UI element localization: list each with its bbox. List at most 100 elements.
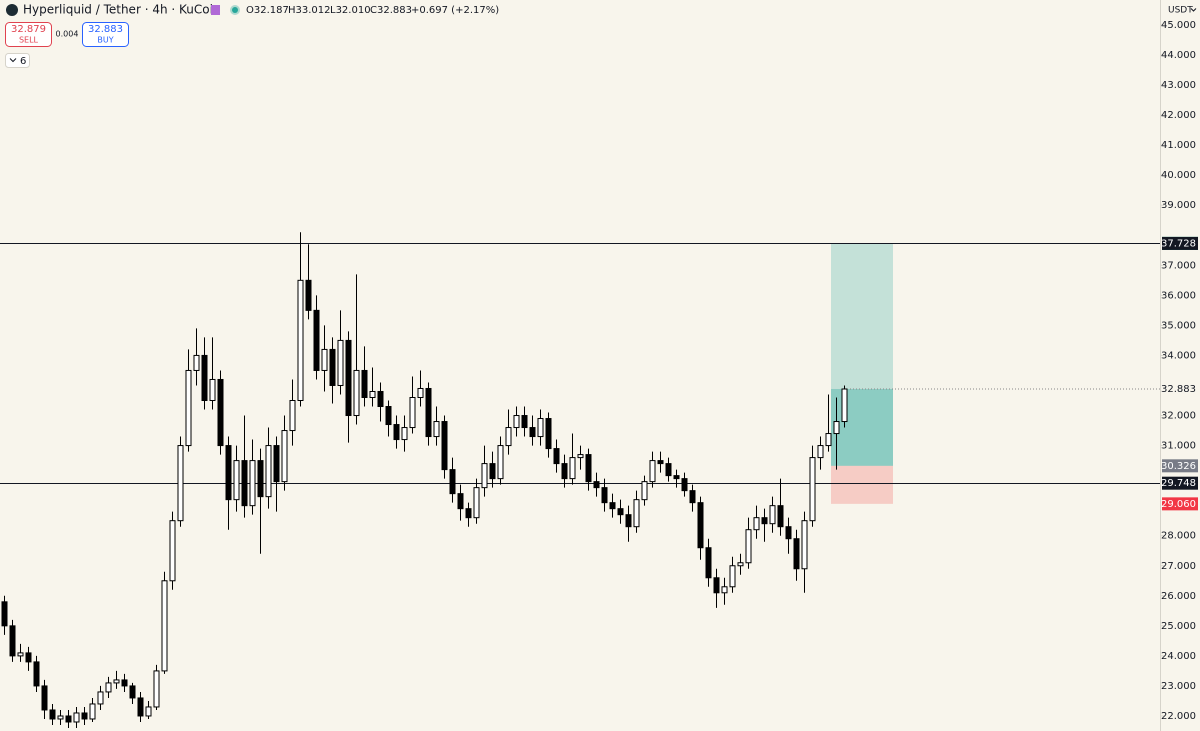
price-axis: 45.000 44.000 43.000 42.000 41.000 40.000 39.0…: [1160, 20, 1198, 722]
candle-body: [233, 460, 240, 501]
y-tick-label: 31.000: [1161, 441, 1196, 452]
candle-body: [129, 685, 136, 699]
profit-zone: [831, 243, 893, 466]
line-label: 37.728: [1161, 238, 1196, 249]
candle-body: [297, 279, 304, 402]
candle-body: [545, 418, 552, 450]
y-tick-label: 39.000: [1161, 200, 1196, 211]
candle-body: [329, 348, 336, 386]
y-tick-label: 24.000: [1161, 651, 1196, 662]
y-tick-label: 22.000: [1161, 711, 1196, 722]
candle-body: [17, 652, 24, 657]
candle-body: [657, 460, 664, 465]
candle-body: [649, 460, 656, 483]
candle-body: [73, 712, 80, 723]
candle-body: [49, 709, 56, 720]
candle-body: [737, 562, 744, 567]
candle-body: [97, 691, 104, 705]
candle-body: [161, 580, 168, 672]
y-tick-label: 42.000: [1161, 110, 1196, 121]
candle-body: [281, 430, 288, 483]
candle-body: [449, 469, 456, 495]
plot-area: [0, 232, 1160, 728]
ohlc-high: H33.012: [288, 5, 331, 16]
spread: 0.004: [56, 30, 79, 39]
candle-body: [409, 396, 416, 429]
open-profit-zone: [831, 388, 893, 466]
flag[interactable]: [211, 5, 220, 15]
candle-body: [809, 457, 816, 522]
candle-body: [465, 508, 472, 519]
candle-body: [417, 387, 424, 398]
candle-body: [777, 505, 784, 528]
chevron: [9, 58, 17, 63]
candle-body: [393, 424, 400, 441]
candle-body: [377, 390, 384, 408]
candle-body: [385, 406, 392, 426]
candle-body: [697, 502, 704, 549]
ohlc-change: +0.697 (+2.17%): [411, 5, 499, 16]
entry-label-bg: [1162, 459, 1198, 473]
sell-button[interactable]: [5, 22, 52, 47]
candle-body: [601, 487, 608, 504]
y-tick-label: 36.000: [1161, 290, 1196, 301]
candle-body: [561, 463, 568, 480]
y-tick-label: 44.000: [1161, 50, 1196, 61]
candle-body: [145, 706, 152, 717]
line-label: 29.748: [1161, 478, 1196, 489]
candle-body: [217, 378, 224, 447]
currency-chevron: [1190, 8, 1197, 12]
y-tick-label: 40.000: [1161, 170, 1196, 181]
candle-body: [113, 679, 120, 684]
candle-body: [153, 670, 160, 708]
status-dot: [232, 7, 238, 13]
buy-button[interactable]: [82, 22, 129, 47]
candle-body: [753, 517, 760, 531]
candle-body: [817, 445, 824, 459]
symbol-logo[interactable]: [6, 4, 18, 16]
stop-label: 29.060: [1161, 499, 1196, 510]
candle-body: [729, 565, 736, 588]
candle-body: [289, 400, 296, 432]
candle-body: [569, 457, 576, 480]
sell-price: 32.879: [11, 24, 46, 35]
candle-body: [201, 354, 208, 402]
candle-body: [265, 445, 272, 498]
candle-body: [489, 463, 496, 480]
candle-body: [9, 625, 16, 657]
currency[interactable]: USDT: [1168, 6, 1193, 16]
y-tick-label: 28.000: [1161, 531, 1196, 542]
candle-body: [193, 354, 200, 371]
y-tick-label: 35.000: [1161, 320, 1196, 331]
candle-body: [361, 369, 368, 398]
candle-body: [537, 418, 544, 438]
candle-body: [25, 652, 32, 663]
y-tick-label: 25.000: [1161, 621, 1196, 632]
candle-body: [681, 478, 688, 492]
candle-body: [481, 463, 488, 489]
candle-body: [705, 547, 712, 579]
candle-body: [473, 487, 480, 519]
y-tick-label: 34.000: [1161, 350, 1196, 361]
sell-label: SELL: [19, 36, 39, 45]
candle-body: [617, 508, 624, 516]
candle-body: [713, 577, 720, 594]
buy-label: BUY: [97, 36, 113, 45]
candle-body: [1, 601, 8, 627]
candle-body: [353, 369, 360, 417]
candle-body: [641, 481, 648, 501]
candle-body: [673, 475, 680, 480]
candle-body: [553, 448, 560, 465]
y-tick-label: 45.000: [1161, 20, 1196, 31]
line-label-bg: [1162, 476, 1198, 490]
candle-body: [89, 703, 96, 720]
symbol[interactable]: Hyperliquid / Tether · 4h · KuCoin: [23, 3, 221, 17]
candle-body: [769, 505, 776, 525]
candle-body: [633, 499, 640, 528]
entry-label: 30.326: [1161, 461, 1196, 472]
candle-body: [625, 514, 632, 528]
indicators-toggle[interactable]: [5, 53, 30, 68]
